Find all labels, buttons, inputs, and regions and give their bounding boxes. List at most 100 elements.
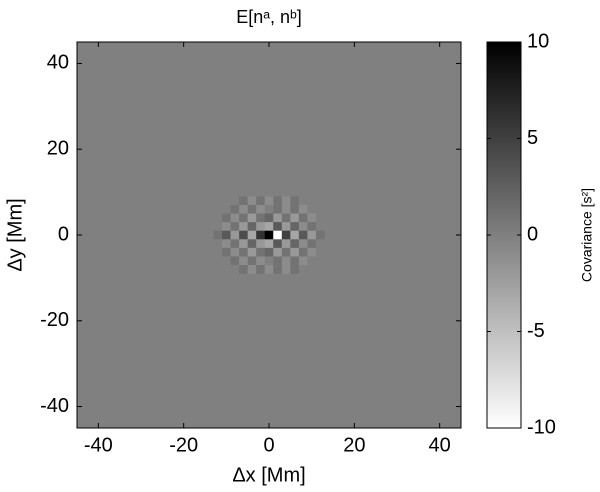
heatmap-cell <box>307 239 317 249</box>
heatmap-cell <box>239 204 248 214</box>
heatmap-cell <box>273 247 283 257</box>
heatmap-cell <box>213 265 223 274</box>
heatmap-cell <box>213 222 223 232</box>
colorbar-tick-label: 0 <box>527 223 538 245</box>
heatmap-cell <box>290 196 300 206</box>
heatmap-cell <box>264 239 274 249</box>
heatmap-cell <box>247 222 257 232</box>
heatmap-cell <box>315 256 325 266</box>
heatmap-cell <box>298 230 308 240</box>
heatmap-cell <box>213 239 223 249</box>
heatmap-cell <box>222 256 231 266</box>
heatmap-cell <box>247 196 257 206</box>
heatmap-cell <box>256 196 266 206</box>
heatmap-cell <box>230 222 240 232</box>
colorbar-tick-label: -5 <box>527 320 545 342</box>
heatmap-cell <box>273 265 283 274</box>
heatmap-cell <box>222 239 231 249</box>
heatmap-cell <box>290 247 300 257</box>
heatmap-cell <box>222 265 231 274</box>
heatmap-cell <box>213 213 223 223</box>
heatmap-cell <box>256 256 266 266</box>
heatmap-cell <box>273 239 283 249</box>
heatmap-cell <box>256 213 266 223</box>
y-axis-label: Δy [Mm] <box>4 198 26 271</box>
heatmap-cell <box>230 204 240 214</box>
heatmap-cell <box>256 247 266 257</box>
x-tick-label: 40 <box>429 434 451 456</box>
x-tick-label: -40 <box>84 434 113 456</box>
colorbar-tick-label: -10 <box>527 416 556 438</box>
heatmap-cell <box>281 222 291 232</box>
heatmap-cell <box>298 239 308 249</box>
heatmap-cell <box>315 222 325 232</box>
heatmap-cell <box>315 204 325 214</box>
heatmap-cell <box>264 265 274 274</box>
heatmap-cell <box>256 204 266 214</box>
heatmap-cell <box>264 247 274 257</box>
x-tick-label: -20 <box>169 434 198 456</box>
heatmap-cell <box>315 247 325 257</box>
heatmap-cell <box>247 265 257 274</box>
heatmap-cell <box>239 256 248 266</box>
heatmap-cell <box>213 230 223 240</box>
heatmap-cell <box>239 196 248 206</box>
heatmap-cell <box>307 230 317 240</box>
heatmap-cell <box>247 256 257 266</box>
heatmap-cell <box>281 265 291 274</box>
heatmap-cell <box>247 239 257 249</box>
heatmap-cell <box>298 196 308 206</box>
heatmap-cell <box>273 204 283 214</box>
heatmap-cell <box>298 213 308 223</box>
heatmap-cell <box>222 247 231 257</box>
heatmap-cell <box>273 222 283 232</box>
heatmap-cell <box>230 230 240 240</box>
heatmap-cell <box>230 265 240 274</box>
heatmap-cell <box>307 196 317 206</box>
colorbar <box>486 41 522 429</box>
x-tick-label: 0 <box>263 434 274 456</box>
heatmap-cell <box>264 213 274 223</box>
heatmap-cell <box>256 239 266 249</box>
heatmap-cell <box>281 247 291 257</box>
heatmap-cell <box>298 247 308 257</box>
heatmap-cell <box>239 222 248 232</box>
heatmap-cell <box>230 213 240 223</box>
heatmap-cell <box>281 204 291 214</box>
heatmap-cell <box>307 256 317 266</box>
heatmap-cell <box>222 222 231 232</box>
heatmap-cell <box>222 204 231 214</box>
heatmap-cell <box>273 230 283 240</box>
heatmap-cell <box>222 196 231 206</box>
heatmap-cell <box>298 204 308 214</box>
heatmap-cell <box>273 256 283 266</box>
heatmap-cell <box>264 230 274 240</box>
heatmap-cell <box>307 213 317 223</box>
heatmap-cell <box>298 222 308 232</box>
heatmap-cell <box>273 213 283 223</box>
heatmap-cell <box>264 204 274 214</box>
heatmap-cell <box>247 230 257 240</box>
x-axis-label: Δx [Mm] <box>232 464 305 486</box>
heatmap-cell <box>281 230 291 240</box>
heatmap-cell <box>239 247 248 257</box>
heatmap-cell <box>281 256 291 266</box>
heatmap-cell <box>315 213 325 223</box>
heatmap-cell <box>307 204 317 214</box>
heatmap-cell <box>230 256 240 266</box>
heatmap-cell <box>239 239 248 249</box>
colorbar-tick-label: 5 <box>527 127 538 149</box>
heatmap-cell <box>230 239 240 249</box>
heatmap-cell <box>264 222 274 232</box>
heatmap-cell <box>298 256 308 266</box>
heatmap-cell <box>290 213 300 223</box>
y-tick-label: 0 <box>58 223 69 245</box>
heatmap-cell <box>290 222 300 232</box>
heatmap-cell <box>213 247 223 257</box>
heatmap-cell <box>239 213 248 223</box>
heatmap-cell <box>213 204 223 214</box>
colorbar-label: Covariance [s²] <box>579 188 595 282</box>
heatmap-cell <box>307 265 317 274</box>
heatmap-cell <box>222 213 231 223</box>
